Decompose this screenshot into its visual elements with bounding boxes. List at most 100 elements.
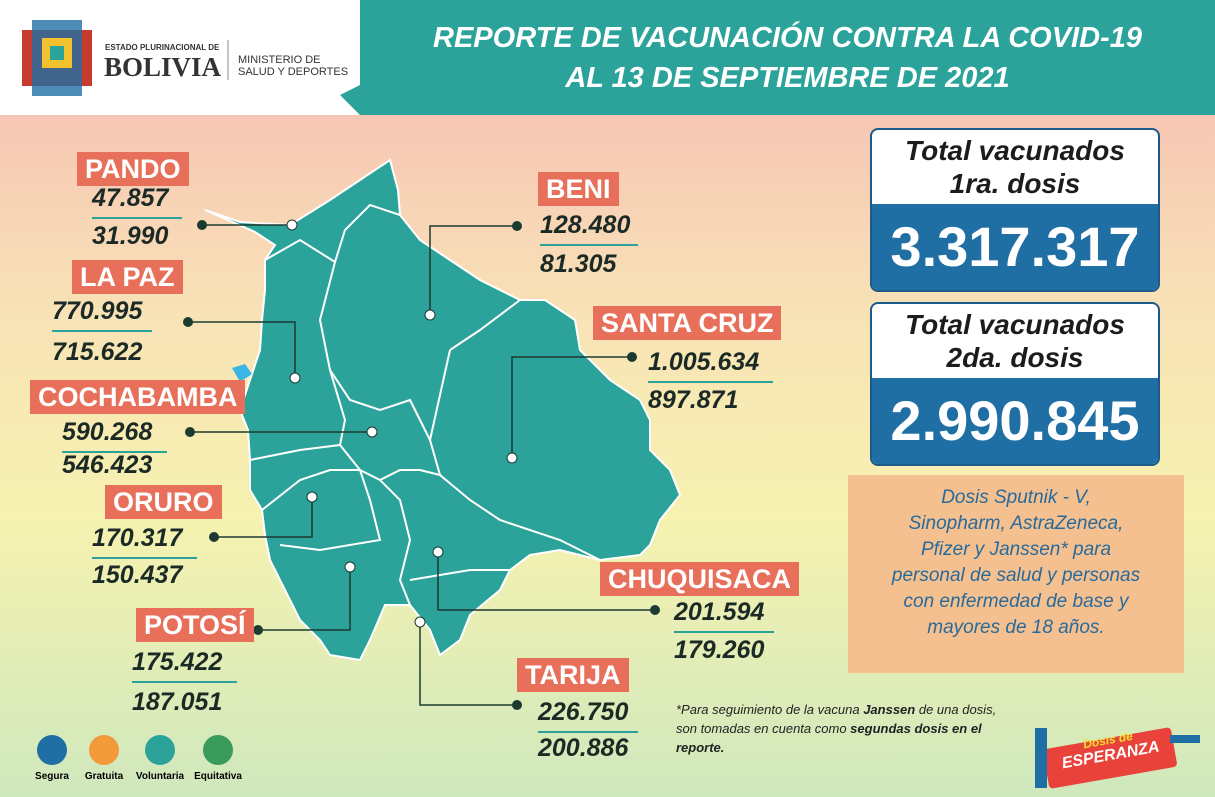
- dose1-count: 47.857: [92, 184, 169, 212]
- separator: [540, 244, 638, 246]
- badge-label: Equitativa: [194, 771, 242, 782]
- dose1-count: 201.594: [674, 598, 765, 626]
- separator: [92, 217, 182, 219]
- dose2-count: 81.305: [540, 250, 617, 278]
- leader: [437, 552, 655, 611]
- text: *Para seguimiento de la vacuna: [676, 702, 864, 717]
- campaign-logo: [1035, 727, 1200, 789]
- dose2-count: 200.886: [538, 734, 629, 762]
- header-banner: [340, 0, 1215, 115]
- total-value: 3.317.317: [872, 204, 1158, 290]
- separator: [538, 731, 638, 733]
- footnote-line: reporte.: [676, 738, 996, 757]
- leader-end: [306, 491, 318, 503]
- dose2-count: 546.423: [62, 451, 153, 479]
- leader: [188, 321, 296, 378]
- badge-label: Voluntaria: [135, 771, 185, 782]
- leader-start: [512, 221, 522, 231]
- badge-label: Gratuita: [84, 771, 124, 782]
- department-name: CHUQUISACA: [600, 562, 800, 596]
- leader-end: [366, 426, 378, 438]
- note-line: Dosis Sputnik - V,: [941, 487, 1091, 508]
- leader-end: [344, 561, 356, 573]
- leader-start: [185, 427, 195, 437]
- emphasis: segundas dosis en el: [850, 721, 982, 736]
- dose2-count: 897.871: [648, 386, 739, 414]
- department-name: POTOSÍ: [136, 608, 254, 642]
- leader: [511, 356, 632, 458]
- badge-icons: [37, 735, 233, 765]
- dose1-count: 1.005.634: [648, 348, 760, 376]
- leader-lines: [183, 219, 660, 710]
- department-name: ORURO: [105, 485, 222, 519]
- emphasis: reporte.: [676, 740, 725, 755]
- title-line: REPORTE DE VACUNACIÓN CONTRA LA COVID-19: [433, 22, 1142, 54]
- dose2-count: 187.051: [132, 688, 223, 716]
- leader-end: [424, 309, 436, 321]
- total-label: Total vacunados 2da. dosis: [872, 304, 1158, 374]
- separator: [648, 381, 773, 383]
- leader-start: [627, 352, 637, 362]
- leader: [258, 567, 351, 631]
- total-label: Total vacunados 1ra. dosis: [872, 130, 1158, 200]
- leader-start: [209, 532, 219, 542]
- emphasis: Janssen: [863, 702, 916, 717]
- leader-start: [183, 317, 193, 327]
- leader-start: [253, 625, 263, 635]
- leader-start: [650, 605, 660, 615]
- leader-end: [432, 546, 444, 558]
- bolivia-map: [204, 158, 682, 662]
- separator: [52, 330, 152, 332]
- dose1-count: 128.480: [540, 211, 631, 239]
- label-line: Total vacunados: [905, 309, 1125, 340]
- text: son tomadas en cuenta como: [676, 721, 851, 736]
- note-line: con enfermedad de base y: [903, 591, 1129, 612]
- dose2-count: 150.437: [92, 561, 183, 589]
- leader-end: [506, 452, 518, 464]
- dose1-count: 175.422: [132, 648, 223, 676]
- department-name: TARIJA: [517, 658, 629, 692]
- separator: [674, 631, 774, 633]
- dose1-count: 770.995: [52, 297, 143, 325]
- leader: [419, 622, 517, 706]
- department-name: PANDO: [77, 152, 189, 186]
- emblem-top: ESTADO PLURINACIONAL DE: [105, 43, 220, 52]
- leader-end: [289, 372, 301, 384]
- note-line: Sinopharm, AstraZeneca,: [908, 513, 1124, 534]
- ministry-line: SALUD Y DEPORTES: [238, 66, 349, 78]
- leader-end: [414, 616, 426, 628]
- footnote-line: *Para seguimiento de la vacuna Janssen d…: [676, 700, 996, 719]
- title-line: AL 13 DE SEPTIEMBRE DE 2021: [565, 62, 1010, 94]
- separator: [62, 451, 167, 453]
- total-card: Total vacunados 2da. dosis 2.990.845: [870, 302, 1160, 466]
- note-line: Pfizer y Janssen* para: [920, 539, 1112, 560]
- note-box: Dosis Sputnik - V, Sinopharm, AstraZeneca…: [848, 475, 1184, 673]
- dose1-count: 226.750: [538, 698, 629, 726]
- leader-start: [512, 700, 522, 710]
- ministry-line: MINISTERIO DE: [238, 54, 321, 66]
- dose1-count: 170.317: [92, 524, 183, 552]
- leader: [214, 497, 313, 538]
- department-name: SANTA CRUZ: [593, 306, 782, 340]
- label-line: 1ra. dosis: [949, 168, 1081, 199]
- separator: [92, 557, 197, 559]
- dose2-count: 31.990: [92, 222, 169, 250]
- footnote-line: son tomadas en cuenta como segundas dosi…: [676, 719, 996, 738]
- note-line: personal de salud y personas: [891, 565, 1141, 586]
- department-name: LA PAZ: [72, 260, 183, 294]
- separator: [132, 681, 237, 683]
- title: REPORTE DE VACUNACIÓN CONTRA LA COVID-19…: [370, 18, 1205, 98]
- label-line: 2da. dosis: [946, 342, 1084, 373]
- emblem-name: BOLIVIA: [104, 52, 222, 82]
- label-line: Total vacunados: [905, 135, 1125, 166]
- dose1-count: 590.268: [62, 418, 153, 446]
- department-name: COCHABAMBA: [30, 380, 246, 414]
- department-name: BENI: [538, 172, 619, 206]
- total-card: Total vacunados 1ra. dosis 3.317.317: [870, 128, 1160, 292]
- leader-end: [286, 219, 298, 231]
- emblem: [22, 20, 92, 96]
- badge-label: Segura: [35, 771, 69, 782]
- footnote: *Para seguimiento de la vacuna Janssen d…: [676, 700, 996, 757]
